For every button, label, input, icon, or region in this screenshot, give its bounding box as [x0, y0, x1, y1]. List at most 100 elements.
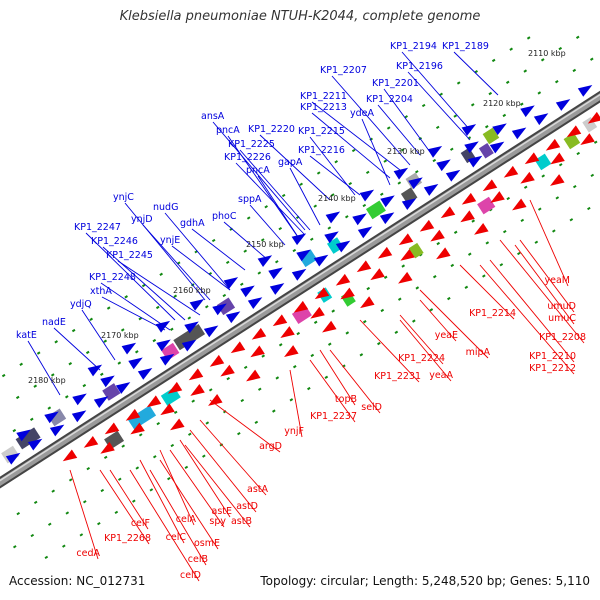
tick-mark — [397, 181, 402, 185]
reverse-gene-label: KP1_2224 — [398, 353, 445, 364]
forward-gene-arrow — [212, 303, 227, 316]
reverse-gene-arrow — [566, 125, 582, 138]
tick-mark — [506, 196, 511, 201]
tick-mark — [82, 383, 87, 388]
tick-mark — [345, 331, 350, 335]
leader-line — [249, 204, 286, 246]
forward-gene-arrow — [16, 429, 31, 442]
tick-mark — [257, 271, 262, 275]
kbp-scale-labels: 2110 kbp 2120 kbp 2130 kbp 2140 kbp 2150 kbp… — [28, 49, 566, 385]
reverse-gene-label: celA — [176, 514, 197, 525]
reverse-gene-arrow — [400, 249, 415, 261]
reverse-gene-arrow — [370, 268, 385, 281]
tick-mark — [453, 230, 458, 234]
reverse-gene-label: astA — [247, 484, 268, 495]
accession-text: Accession: NC_012731 — [9, 574, 146, 588]
reverse-gene-label: KP1_2208 — [539, 332, 586, 343]
forward-gene-arrow — [156, 339, 171, 352]
reverse-gene-arrow — [550, 174, 565, 186]
forward-gene-label: KP1_2201 — [372, 78, 419, 89]
leader-line — [69, 469, 99, 560]
tick-mark — [292, 248, 297, 253]
tick-mark — [33, 500, 38, 505]
forward-gene-arrow — [5, 452, 21, 465]
forward-gene-arrow — [269, 283, 285, 295]
tick-mark — [439, 92, 443, 96]
reverse-gene-arrow — [220, 364, 235, 377]
tick-mark — [12, 545, 17, 549]
tick-mark — [310, 353, 315, 358]
reverse-gene-label: KP1_2210 — [529, 351, 576, 362]
tick-mark — [274, 260, 279, 264]
tick-mark — [36, 351, 41, 355]
reverse-gene-label: selD — [361, 402, 382, 413]
tick-mark — [191, 399, 196, 403]
reverse-gene-arrow — [503, 165, 519, 178]
tick-mark — [261, 354, 266, 358]
forward-gene-label: KP1_2207 — [320, 65, 367, 76]
tick-mark — [134, 350, 139, 354]
forward-gene-arrow — [577, 85, 593, 97]
leader-line — [311, 101, 401, 171]
tick-mark — [85, 350, 90, 355]
forward-gene-arrow — [379, 212, 395, 225]
tick-mark — [558, 46, 563, 51]
leader-line — [309, 359, 356, 423]
tick-mark — [509, 47, 513, 51]
feature-box — [291, 305, 312, 324]
forward-gene-arrow — [115, 382, 131, 394]
tick-mark — [211, 238, 216, 243]
leader-line — [311, 112, 391, 179]
tick-mark — [401, 264, 406, 268]
reverse-gene-label: KP1_2214 — [469, 308, 516, 319]
tick-mark — [19, 362, 23, 366]
tick-mark — [71, 328, 76, 333]
tick-mark — [435, 125, 440, 129]
leader-line — [399, 314, 444, 365]
kbp-label: 2170 kbp — [101, 331, 139, 340]
tick-mark — [394, 330, 399, 334]
tick-mark — [132, 499, 136, 503]
forward-gene-arrow — [325, 211, 341, 224]
leader-line — [169, 449, 225, 528]
reverse-gene-label: yeaM — [545, 275, 571, 286]
forward-gene-label: katE — [16, 330, 37, 341]
tick-mark — [152, 455, 157, 459]
tick-mark — [555, 196, 560, 200]
leader-line — [102, 246, 186, 321]
forward-gene-arrow — [240, 285, 255, 298]
forward-gene-label: KP1_2225 — [228, 139, 275, 150]
reverse-gene-arrow — [580, 133, 595, 146]
forward-gene-arrow — [555, 99, 571, 111]
forward-gene-arrow — [72, 393, 87, 406]
forward-gene-label: KP1_2226 — [224, 152, 271, 163]
tick-mark — [404, 115, 408, 119]
reverse-gene-label: umuC — [548, 313, 576, 324]
tick-mark — [243, 249, 248, 253]
tick-mark — [222, 293, 227, 298]
tick-mark — [380, 308, 385, 313]
tick-mark — [226, 376, 231, 381]
reverse-gene-arrow — [83, 435, 99, 448]
tick-mark — [296, 331, 301, 336]
feature-boxes — [1, 116, 598, 464]
forward-gene-label: KP1_2213 — [300, 102, 347, 113]
forward-gene-arrow — [533, 113, 549, 126]
reverse-gene-label: ynjF — [284, 426, 304, 437]
forward-gene-arrow — [181, 339, 197, 352]
forward-gene-label: KP1_2215 — [298, 126, 345, 137]
forward-gene-arrow — [511, 127, 527, 140]
tick-mark — [204, 305, 209, 309]
leader-line — [191, 228, 246, 271]
reverse-gene-arrow — [167, 381, 183, 394]
tick-mark — [170, 443, 175, 448]
reverse-gene-label: osmE — [194, 538, 220, 549]
reverse-gene-arrow — [251, 327, 267, 340]
reverse-gene-arrow — [398, 233, 414, 246]
forward-gene-arrow — [423, 184, 439, 196]
tick-mark — [260, 238, 265, 242]
leader-line — [514, 244, 575, 325]
tick-mark — [523, 185, 528, 189]
tick-mark — [534, 240, 539, 244]
forward-gene-arrow — [492, 123, 507, 136]
